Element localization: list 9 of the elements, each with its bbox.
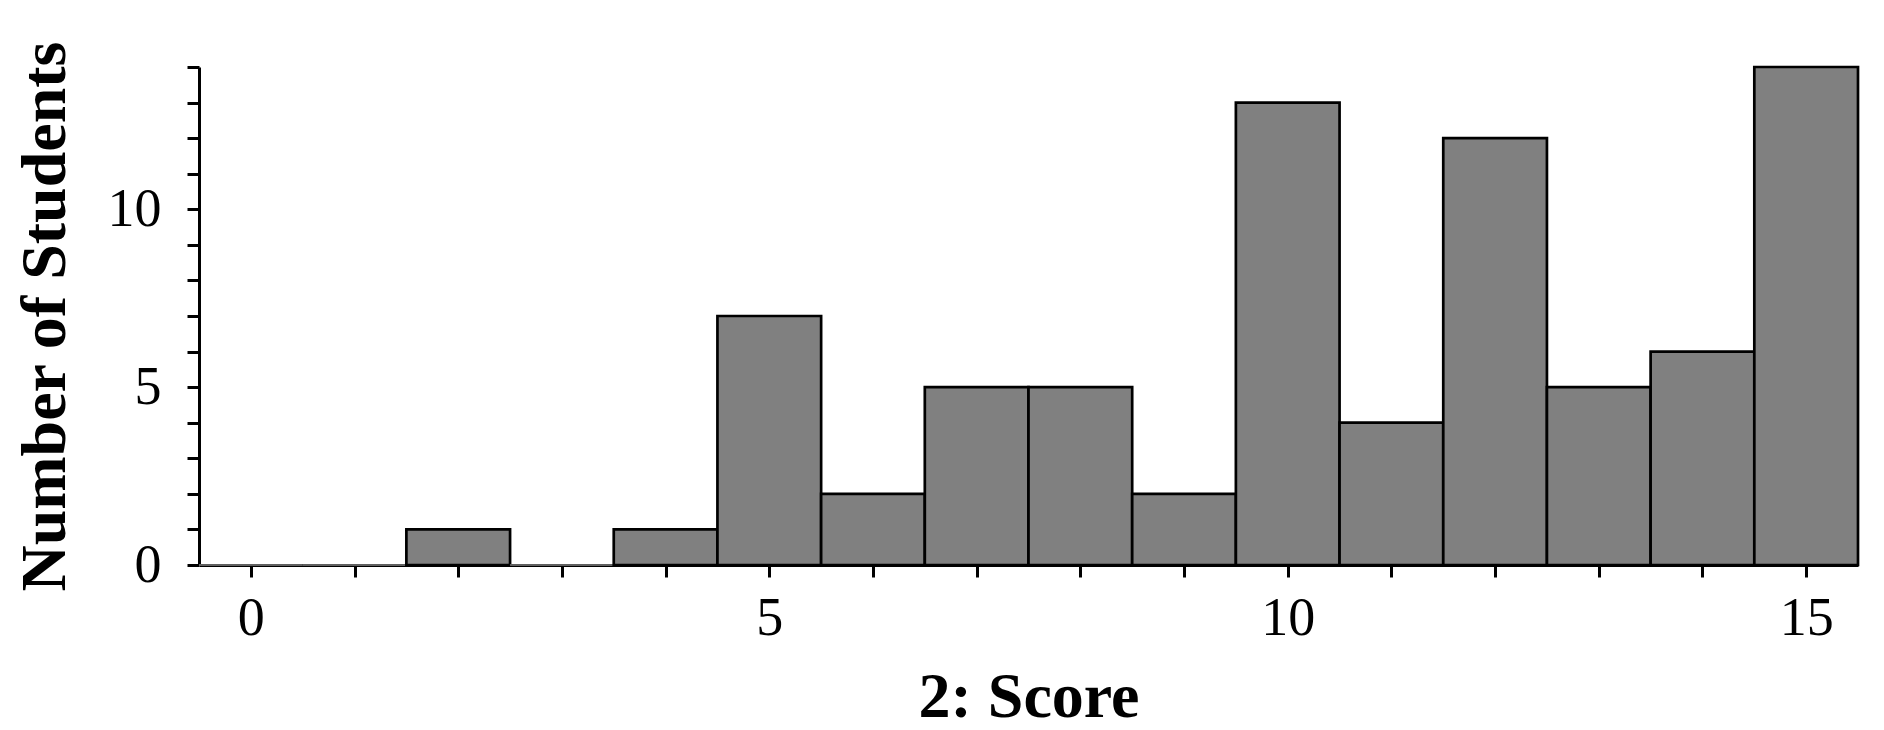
x-tick-label: 0 — [237, 586, 265, 647]
x-tick-label: 5 — [756, 586, 784, 647]
x-tick-label: 10 — [1261, 586, 1316, 647]
y-tick-label: 10 — [107, 177, 162, 238]
y-tick-label: 5 — [134, 355, 162, 416]
x-axis-title: 2: Score — [918, 659, 1140, 730]
y-axis-title: Number of Students — [7, 41, 79, 592]
y-tick-label: 0 — [134, 533, 162, 594]
x-tick-label: 15 — [1779, 586, 1834, 647]
